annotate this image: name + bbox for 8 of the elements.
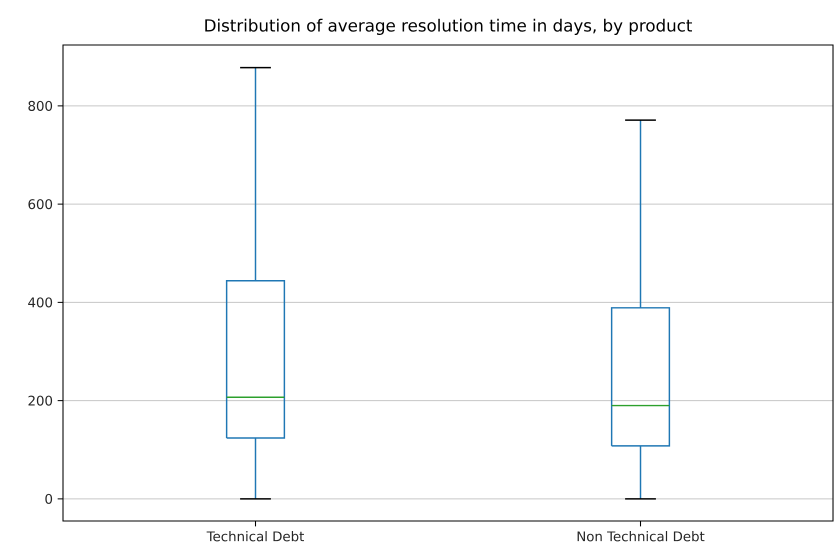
y-tick-label: 800: [28, 100, 52, 111]
y-tick-label: 400: [28, 297, 52, 308]
x-tick-label: Technical Debt: [206, 531, 304, 542]
x-tick-label: Non Technical Debt: [578, 531, 704, 542]
y-tick-label: 600: [28, 199, 52, 210]
chart-title: Distribution of average resolution time in days, by product: [205, 18, 692, 35]
y-tick-label: 0: [45, 494, 52, 504]
y-tick-label: 200: [28, 396, 52, 406]
